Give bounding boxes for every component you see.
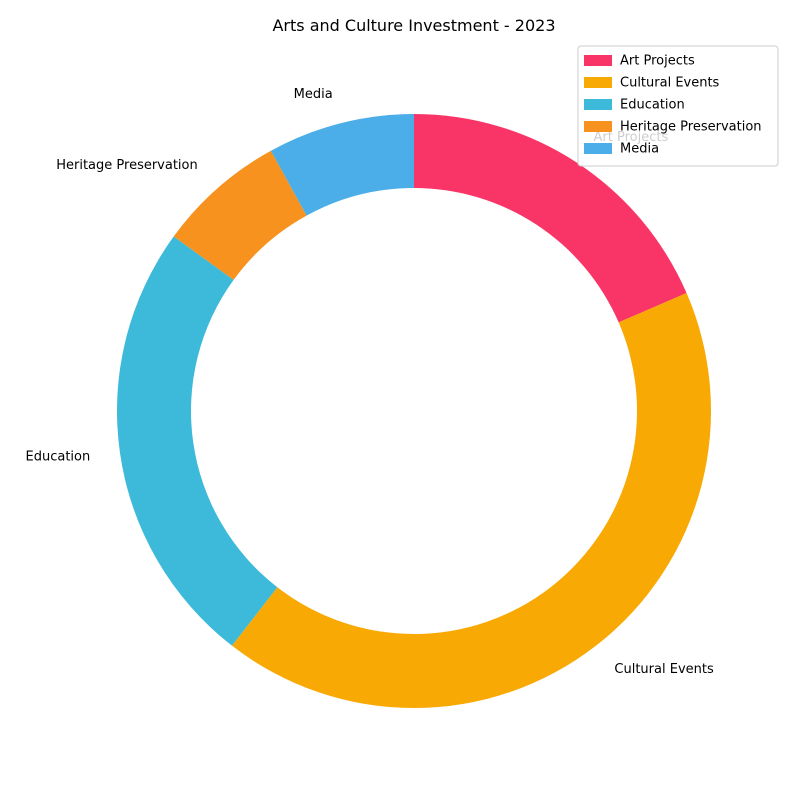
slice-label-cultural-events: Cultural Events (614, 662, 714, 677)
chart-title: Arts and Culture Investment - 2023 (272, 16, 555, 35)
slice-art-projects (414, 114, 687, 323)
legend: Art Projects Cultural Events Education Heri… (577, 45, 779, 167)
donut-slices (116, 114, 711, 708)
legend-label-art-projects: Art Projects (620, 54, 695, 69)
legend-label-cultural-events: Cultural Events (620, 76, 720, 91)
legend-label-education: Education (620, 98, 685, 113)
legend-swatch-cultural-events (584, 77, 612, 88)
slice-cultural-events (231, 293, 711, 708)
slice-label-education: Education (26, 450, 91, 465)
slice-label-media: Media (294, 87, 333, 102)
slice-label-heritage-preservation: Heritage Preservation (56, 158, 198, 173)
slice-heritage-preservation (173, 150, 307, 280)
legend-swatch-heritage-preservation (584, 121, 612, 132)
legend-label-heritage-preservation: Heritage Preservation (620, 120, 762, 135)
legend-swatch-media (584, 143, 612, 154)
legend-swatch-education (584, 99, 612, 110)
slice-media (270, 114, 414, 216)
slice-education (116, 236, 278, 646)
legend-label-media: Media (620, 142, 659, 157)
legend-swatch-art-projects (584, 55, 612, 66)
legend-box (577, 45, 779, 167)
